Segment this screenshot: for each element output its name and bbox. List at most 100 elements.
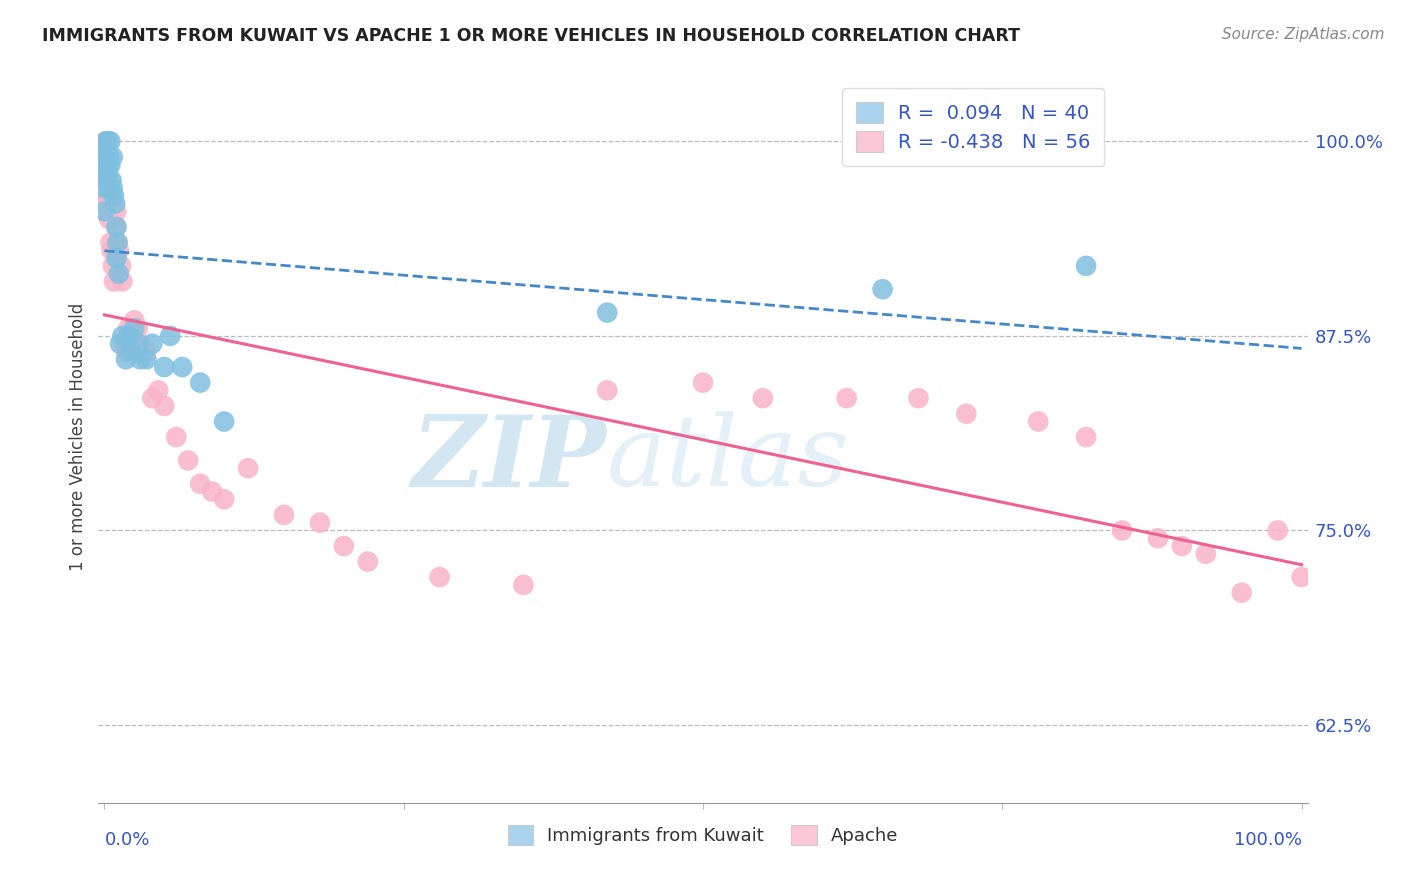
Point	[98, 150, 121, 164]
Point	[94, 150, 117, 164]
Point	[103, 189, 125, 203]
Point	[1230, 585, 1253, 599]
Point	[201, 484, 224, 499]
Point	[96, 158, 118, 172]
Point	[1267, 524, 1289, 538]
Point	[236, 461, 259, 475]
Point	[129, 336, 152, 351]
Point	[955, 407, 977, 421]
Point	[104, 196, 127, 211]
Point	[107, 244, 129, 258]
Point	[96, 173, 118, 187]
Point	[101, 150, 124, 164]
Point	[148, 384, 170, 398]
Point	[692, 376, 714, 390]
Point	[105, 251, 128, 265]
Point	[117, 321, 139, 335]
Point	[117, 329, 139, 343]
Point	[100, 158, 122, 172]
Point	[1195, 547, 1218, 561]
Point	[124, 321, 146, 335]
Point	[357, 555, 380, 569]
Point	[107, 235, 129, 250]
Text: Source: ZipAtlas.com: Source: ZipAtlas.com	[1222, 27, 1385, 42]
Point	[115, 344, 138, 359]
Point	[1074, 259, 1097, 273]
Point	[177, 453, 200, 467]
Point	[429, 570, 451, 584]
Point	[135, 352, 157, 367]
Point	[107, 267, 129, 281]
Point	[100, 235, 122, 250]
Point	[135, 344, 157, 359]
Point	[94, 135, 117, 149]
Point	[105, 219, 128, 234]
Point	[112, 336, 135, 351]
Point	[93, 165, 115, 179]
Legend: Immigrants from Kuwait, Apache: Immigrants from Kuwait, Apache	[501, 818, 905, 852]
Point	[120, 329, 142, 343]
Point	[100, 135, 122, 149]
Point	[98, 181, 121, 195]
Point	[111, 329, 134, 343]
Point	[141, 336, 163, 351]
Point	[94, 135, 117, 149]
Point	[835, 391, 858, 405]
Point	[127, 336, 149, 351]
Point	[96, 142, 118, 156]
Point	[1074, 430, 1097, 444]
Point	[105, 219, 128, 234]
Point	[165, 430, 187, 444]
Point	[110, 259, 132, 273]
Point	[101, 181, 124, 195]
Point	[124, 313, 146, 327]
Point	[1291, 570, 1313, 584]
Point	[512, 578, 534, 592]
Point	[97, 189, 120, 203]
Point	[108, 336, 131, 351]
Point	[127, 321, 149, 335]
Point	[120, 344, 142, 359]
Point	[159, 329, 181, 343]
Point	[273, 508, 295, 522]
Point	[107, 235, 129, 250]
Point	[93, 196, 115, 211]
Point	[129, 352, 152, 367]
Point	[93, 204, 115, 219]
Point	[97, 165, 120, 179]
Point	[115, 352, 138, 367]
Point	[100, 244, 122, 258]
Text: atlas: atlas	[606, 411, 849, 507]
Point	[103, 275, 125, 289]
Text: ZIP: ZIP	[412, 411, 606, 508]
Y-axis label: 1 or more Vehicles in Household: 1 or more Vehicles in Household	[69, 303, 87, 571]
Point	[153, 359, 176, 374]
Point	[97, 135, 120, 149]
Point	[188, 476, 211, 491]
Point	[212, 492, 235, 507]
Point	[872, 282, 894, 296]
Point	[94, 158, 117, 172]
Point	[596, 384, 619, 398]
Point	[596, 305, 619, 319]
Point	[105, 204, 128, 219]
Point	[172, 359, 194, 374]
Point	[111, 275, 134, 289]
Point	[101, 259, 124, 273]
Point	[1171, 539, 1194, 553]
Point	[153, 399, 176, 413]
Point	[98, 212, 121, 227]
Point	[188, 376, 211, 390]
Point	[1111, 524, 1133, 538]
Point	[100, 173, 122, 187]
Point	[96, 173, 118, 187]
Point	[212, 415, 235, 429]
Point	[141, 391, 163, 405]
Point	[93, 181, 115, 195]
Text: 0.0%: 0.0%	[104, 830, 150, 849]
Point	[907, 391, 929, 405]
Point	[1026, 415, 1049, 429]
Text: 100.0%: 100.0%	[1233, 830, 1302, 849]
Text: IMMIGRANTS FROM KUWAIT VS APACHE 1 OR MORE VEHICLES IN HOUSEHOLD CORRELATION CHA: IMMIGRANTS FROM KUWAIT VS APACHE 1 OR MO…	[42, 27, 1021, 45]
Point	[752, 391, 775, 405]
